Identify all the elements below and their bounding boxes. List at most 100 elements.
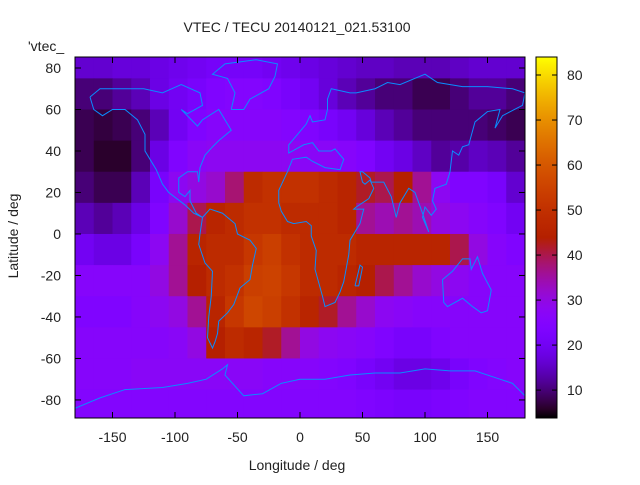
colorbar bbox=[535, 56, 558, 419]
heatmap-cell bbox=[93, 78, 113, 110]
heatmap-cell bbox=[150, 265, 170, 297]
heatmap-cell bbox=[150, 171, 170, 204]
heatmap-cell bbox=[506, 202, 525, 235]
heatmap-cell bbox=[150, 327, 170, 359]
heatmap-cell bbox=[468, 140, 488, 173]
heatmap-cell bbox=[318, 171, 338, 204]
heatmap-cell bbox=[468, 109, 488, 142]
heatmap-cell bbox=[112, 265, 132, 297]
heatmap-cell bbox=[243, 109, 263, 142]
heatmap-cell bbox=[150, 140, 170, 173]
heatmap-cell bbox=[393, 233, 413, 266]
colorbar-axis: 10 20 30 40 50 60 70 80 bbox=[536, 67, 583, 398]
heatmap-cell bbox=[393, 389, 413, 418]
heatmap-cell bbox=[487, 296, 507, 328]
heatmap-cell bbox=[75, 171, 95, 204]
heatmap-cell bbox=[225, 57, 245, 79]
coastline-north-america bbox=[89, 84, 232, 218]
colorbar-tick-label: 70 bbox=[567, 112, 583, 128]
coastline-australia bbox=[442, 255, 492, 314]
heatmap-cell bbox=[281, 296, 301, 328]
heatmap-cell bbox=[206, 109, 226, 142]
heatmap-cell bbox=[375, 327, 395, 359]
heatmap-cell bbox=[337, 265, 357, 297]
heatmap-cell bbox=[93, 296, 113, 328]
heatmap-cell bbox=[431, 358, 451, 391]
heatmap-cell bbox=[300, 171, 320, 204]
heatmap-cell bbox=[168, 109, 188, 142]
heatmap-cell bbox=[93, 327, 113, 359]
heatmap-cell bbox=[412, 233, 432, 266]
heatmap-cell bbox=[412, 327, 432, 359]
heatmap-cell bbox=[281, 140, 301, 173]
heatmap-cell bbox=[356, 57, 376, 79]
heatmap-cell bbox=[412, 389, 432, 418]
chart-title: VTEC / TECU 20140121_021.53100 bbox=[183, 19, 410, 35]
heatmap-cell bbox=[487, 327, 507, 359]
heatmap-cell bbox=[356, 233, 376, 266]
heatmap-cell bbox=[187, 296, 207, 328]
colorbar-tick-label: 60 bbox=[567, 157, 583, 173]
heatmap-cell bbox=[393, 140, 413, 173]
heatmap-cell bbox=[393, 327, 413, 359]
colorbar-tick-label: 80 bbox=[567, 67, 583, 83]
x-tick-label: 50 bbox=[355, 429, 371, 445]
colorbar-tick-label: 20 bbox=[567, 337, 583, 353]
heatmap-cell bbox=[112, 78, 132, 110]
heatmap-cell bbox=[168, 140, 188, 173]
heatmap-cell bbox=[281, 233, 301, 266]
heatmap-cell bbox=[168, 389, 188, 418]
heatmap-cell bbox=[243, 296, 263, 328]
y-tick-label: 40 bbox=[45, 143, 61, 159]
colorbar-tick-label: 30 bbox=[567, 292, 583, 308]
heatmap-cell bbox=[75, 140, 95, 173]
heatmap-cell bbox=[487, 57, 507, 79]
heatmap-cell bbox=[337, 109, 357, 142]
heatmap-cell bbox=[131, 57, 151, 79]
heatmap-cell bbox=[131, 109, 151, 142]
heatmap-cell bbox=[187, 202, 207, 235]
colorbar-tick-label: 10 bbox=[567, 382, 583, 398]
heatmap-cell bbox=[468, 57, 488, 79]
heatmap-cell bbox=[300, 358, 320, 391]
heatmap-cell bbox=[318, 140, 338, 173]
x-tick-label: -150 bbox=[98, 429, 126, 445]
heatmap-cell bbox=[75, 296, 95, 328]
heatmap-cell bbox=[281, 109, 301, 142]
heatmap-cell bbox=[225, 389, 245, 418]
heatmap-cell bbox=[131, 265, 151, 297]
heatmap-cell bbox=[468, 265, 488, 297]
heatmap-cell bbox=[356, 296, 376, 328]
x-tick-label: -50 bbox=[227, 429, 247, 445]
coastline-greenland bbox=[211, 59, 279, 110]
y-tick-label: 0 bbox=[53, 226, 61, 242]
heatmap-cell bbox=[506, 296, 525, 328]
heatmap-cell bbox=[112, 57, 132, 79]
heatmap-cell bbox=[468, 171, 488, 204]
heatmap-cell bbox=[450, 265, 470, 297]
heatmap-cell bbox=[356, 109, 376, 142]
x-tick-label: 100 bbox=[413, 429, 437, 445]
heatmap-cell bbox=[206, 233, 226, 266]
heatmap-cell bbox=[506, 233, 525, 266]
heatmap-cell bbox=[468, 78, 488, 110]
heatmap-cell bbox=[75, 78, 95, 110]
heatmap-cell bbox=[112, 358, 132, 391]
heatmap-cell bbox=[356, 140, 376, 173]
heatmap-cell bbox=[300, 296, 320, 328]
heatmap-cell bbox=[375, 358, 395, 391]
heatmap-cell bbox=[450, 327, 470, 359]
heatmap-cell bbox=[506, 358, 525, 391]
heatmap-cell bbox=[300, 327, 320, 359]
heatmap-cell bbox=[150, 78, 170, 110]
heatmap-cell bbox=[187, 358, 207, 391]
heatmap-cell bbox=[300, 265, 320, 297]
heatmap-cell bbox=[93, 109, 113, 142]
heatmap-cell bbox=[300, 202, 320, 235]
heatmap-cell bbox=[356, 327, 376, 359]
heatmap-cell bbox=[225, 109, 245, 142]
heatmap-cell bbox=[412, 296, 432, 328]
x-tick-label: -100 bbox=[161, 429, 189, 445]
heatmap-cell bbox=[225, 171, 245, 204]
